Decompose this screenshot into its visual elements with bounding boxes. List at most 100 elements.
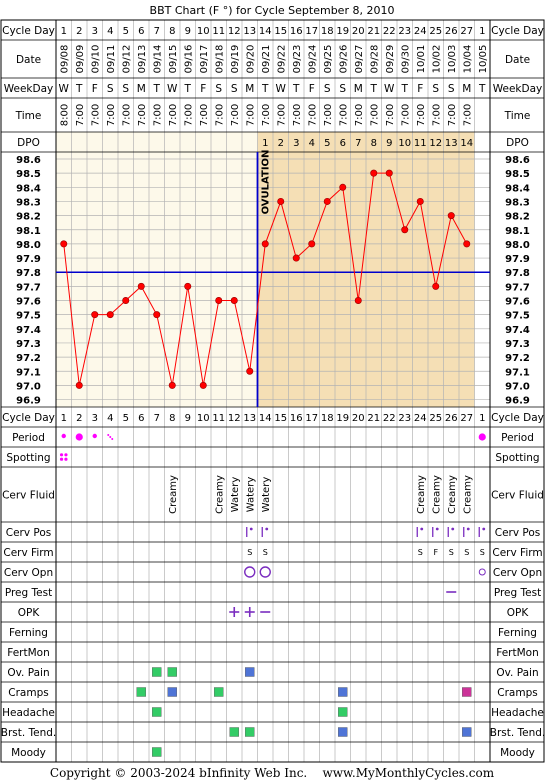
obs-label-right-ferning: Ferning [498,627,537,639]
time-label: 7:00 [385,104,396,126]
date-label: 09/12 [121,45,132,74]
row-label-right-dpo: DPO [506,137,529,149]
weekday-label: T [292,83,300,95]
date-label: 09/14 [152,45,163,74]
cycle-day-label: 7 [154,26,160,37]
date-label: 09/19 [230,45,241,74]
period-dot-tiny [109,436,112,438]
row-label-right-cycle: Cycle Day [491,25,544,37]
time-label: 7:00 [152,104,163,126]
cycle-day-label: 1 [61,26,67,37]
weekday-label: F [200,83,206,95]
cycle-day-label-bottom: 19 [336,413,349,424]
cycle-day-label-bottom: 17 [305,413,318,424]
date-label: 09/29 [385,45,396,74]
temperature-point [339,183,347,191]
cycle-day-label-bottom: 16 [290,413,303,424]
cycle-day-label-bottom: 1 [479,413,485,424]
cerv-fluid-text: Watery [230,477,241,513]
date-label: 10/01 [416,45,427,74]
y-tick-label: 96.9 [16,396,41,407]
weekday-label: M [137,83,146,95]
cycle-day-label-bottom: 6 [138,413,144,424]
time-label: 7:00 [307,104,318,126]
y-tick-label-right: 97.4 [505,325,530,336]
cycle-day-label-bottom: 23 [398,413,411,424]
symptom-square [152,707,162,717]
date-label: 09/17 [199,45,210,74]
weekday-label: T [184,83,192,95]
dpo-label: 13 [445,138,458,149]
time-label: 7:00 [90,104,101,126]
symptom-square [245,667,255,677]
y-tick-label-right: 98.0 [505,240,530,251]
weekday-label: S [324,83,331,95]
row-label-cycle: Cycle Day [2,25,55,37]
symptom-square [152,747,162,757]
y-tick-label: 97.3 [16,339,41,350]
temperature-point [246,367,254,375]
cycle-day-label: 3 [92,26,98,37]
cerv-firm-text: S [263,548,268,557]
cycle-day-label: 15 [274,26,287,37]
time-label: 7:00 [323,104,334,126]
obs-label-period: Period [12,432,45,444]
time-label: 7:00 [121,104,132,126]
dpo-label: 5 [324,138,330,149]
footer-copyright: Copyright © 2003-2024 bInfinity Web Inc.… [50,766,495,780]
weekday-label: W [167,83,178,95]
cycle-day-label: 13 [243,26,256,37]
cycle-day-label: 19 [336,26,349,37]
temperature-point [153,311,161,319]
date-label: 10/04 [462,45,473,74]
obs-label-cramps: Cramps [8,687,48,699]
obs-label-right-cerv_firm: Cerv Firm [492,547,542,559]
row-label-cycle2: Cycle Day [2,412,55,424]
cerv-firm-text: S [464,548,469,557]
weekday-label: T [261,83,269,95]
date-label: 09/30 [400,45,411,74]
obs-label-cerv_pos: Cerv Pos [6,527,52,539]
temperature-point [277,197,285,205]
cycle-day-label: 16 [290,26,303,37]
time-label: 7:00 [462,104,473,126]
symptom-square [462,727,472,737]
spotting-dot [59,457,64,461]
spotting-dot [64,453,68,457]
obs-label-right-period: Period [501,432,534,444]
date-label: 09/10 [90,45,101,74]
cerv-pos-dot [249,527,253,531]
temperature-point [60,240,68,248]
period-dot [75,433,83,441]
cycle-day-label: 11 [212,26,225,37]
date-label: 09/18 [214,45,225,74]
cerv-pos-dot [466,527,470,531]
obs-label-brst_tend: Brst. Tend. [1,727,57,739]
temperature-point [199,381,207,389]
y-tick-label-right: 98.3 [505,197,530,208]
obs-label-right-fertmon: FertMon [496,647,539,659]
row-label-time: Time [15,110,42,122]
weekday-label: W [59,83,70,95]
symptom-square [167,687,177,697]
time-label: 7:00 [431,104,442,126]
symptom-square [462,687,472,697]
cycle-day-label-bottom: 11 [212,413,225,424]
cycle-day-label-bottom: 18 [321,413,334,424]
cycle-day-label: 27 [460,26,473,37]
time-label: 7:00 [245,104,256,126]
weekday-label: S [339,83,346,95]
cycle-day-label: 1 [479,26,485,37]
temperature-point [215,296,223,304]
cycle-day-label: 5 [123,26,129,37]
weekday-label: M [462,83,471,95]
cycle-day-label-bottom: 24 [414,413,427,424]
cycle-day-label: 14 [259,26,272,37]
cycle-day-label: 18 [321,26,334,37]
y-tick-label: 97.8 [16,268,41,279]
row-label-date: Date [16,54,41,66]
y-tick-label-right: 97.7 [505,282,530,293]
date-label: 10/05 [478,45,489,74]
cerv-pos-dot [420,527,424,531]
y-tick-label-right: 97.6 [505,297,530,308]
